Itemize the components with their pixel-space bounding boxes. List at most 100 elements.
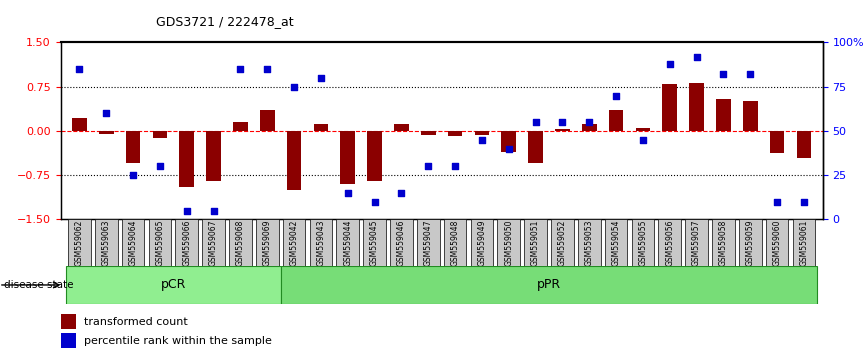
Bar — [475, 131, 489, 135]
Text: GSM559057: GSM559057 — [692, 219, 701, 266]
Bar — [609, 110, 624, 131]
Text: disease state: disease state — [4, 280, 74, 290]
Bar — [394, 124, 409, 131]
Text: GSM559065: GSM559065 — [155, 219, 165, 266]
Text: GSM559044: GSM559044 — [343, 219, 352, 266]
Bar — [61, 333, 76, 348]
Bar — [233, 122, 248, 131]
Text: GSM559046: GSM559046 — [397, 219, 406, 266]
Text: GSM559067: GSM559067 — [209, 219, 218, 266]
Bar — [636, 128, 650, 131]
Bar — [367, 131, 382, 181]
Bar — [421, 131, 436, 135]
Bar — [126, 131, 140, 164]
Text: transformed count: transformed count — [84, 317, 188, 327]
Bar — [555, 129, 570, 131]
Bar — [72, 118, 87, 131]
Point — [180, 208, 194, 213]
Point — [126, 172, 140, 178]
FancyBboxPatch shape — [551, 219, 574, 266]
FancyBboxPatch shape — [417, 219, 440, 266]
FancyBboxPatch shape — [363, 219, 386, 266]
FancyBboxPatch shape — [175, 219, 198, 266]
FancyBboxPatch shape — [202, 219, 225, 266]
Bar — [743, 102, 758, 131]
Point — [448, 164, 462, 169]
Text: GSM559049: GSM559049 — [477, 219, 487, 266]
FancyBboxPatch shape — [470, 219, 494, 266]
Text: GSM559045: GSM559045 — [370, 219, 379, 266]
Bar — [797, 131, 811, 158]
Bar — [179, 131, 194, 187]
Point — [475, 137, 488, 143]
Point — [636, 137, 650, 143]
Text: GSM559069: GSM559069 — [262, 219, 272, 266]
Text: GSM559064: GSM559064 — [128, 219, 138, 266]
Bar — [152, 131, 167, 138]
Bar — [61, 314, 76, 329]
Text: pPR: pPR — [537, 279, 561, 291]
Bar — [582, 124, 597, 131]
FancyBboxPatch shape — [739, 219, 762, 266]
Bar — [689, 82, 704, 131]
Point — [797, 199, 811, 205]
Point — [153, 164, 167, 169]
Point — [207, 208, 221, 213]
FancyBboxPatch shape — [631, 219, 655, 266]
Text: GSM559068: GSM559068 — [236, 219, 245, 266]
FancyBboxPatch shape — [658, 219, 682, 266]
Point — [689, 54, 703, 59]
Text: GSM559051: GSM559051 — [531, 219, 540, 266]
FancyBboxPatch shape — [229, 219, 252, 266]
Point — [609, 93, 623, 98]
Bar — [501, 131, 516, 152]
Point — [395, 190, 409, 196]
FancyBboxPatch shape — [121, 219, 145, 266]
Text: GSM559063: GSM559063 — [101, 219, 111, 266]
Text: GSM559052: GSM559052 — [558, 219, 567, 266]
Point — [73, 66, 87, 72]
Point — [341, 190, 355, 196]
FancyBboxPatch shape — [685, 219, 708, 266]
Point — [100, 110, 113, 116]
Text: GDS3721 / 222478_at: GDS3721 / 222478_at — [156, 15, 294, 28]
Text: GSM559054: GSM559054 — [611, 219, 621, 266]
Point — [234, 66, 248, 72]
Point — [662, 61, 676, 67]
Bar — [260, 110, 275, 131]
Text: GSM559042: GSM559042 — [289, 219, 299, 266]
FancyBboxPatch shape — [792, 219, 815, 266]
FancyBboxPatch shape — [766, 219, 788, 266]
Point — [716, 72, 730, 77]
FancyBboxPatch shape — [524, 219, 547, 266]
Point — [582, 119, 596, 125]
Point — [368, 199, 382, 205]
Bar — [448, 131, 462, 136]
Bar — [770, 131, 785, 153]
Point — [528, 119, 542, 125]
Text: GSM559059: GSM559059 — [746, 219, 755, 266]
Bar — [662, 84, 677, 131]
Point — [501, 146, 515, 152]
Bar — [287, 131, 301, 190]
Text: GSM559055: GSM559055 — [638, 219, 648, 266]
Text: GSM559056: GSM559056 — [665, 219, 675, 266]
Bar — [340, 131, 355, 184]
FancyBboxPatch shape — [712, 219, 735, 266]
FancyBboxPatch shape — [282, 219, 306, 266]
Point — [770, 199, 784, 205]
FancyBboxPatch shape — [390, 219, 413, 266]
Bar — [313, 124, 328, 131]
Point — [743, 72, 757, 77]
Text: GSM559043: GSM559043 — [316, 219, 326, 266]
Text: GSM559050: GSM559050 — [504, 219, 514, 266]
Point — [314, 75, 328, 81]
FancyBboxPatch shape — [309, 219, 333, 266]
FancyBboxPatch shape — [336, 219, 359, 266]
Point — [422, 164, 436, 169]
Text: GSM559060: GSM559060 — [772, 219, 782, 266]
FancyBboxPatch shape — [66, 266, 281, 304]
Text: GSM559048: GSM559048 — [450, 219, 460, 266]
FancyBboxPatch shape — [281, 266, 818, 304]
FancyBboxPatch shape — [497, 219, 520, 266]
